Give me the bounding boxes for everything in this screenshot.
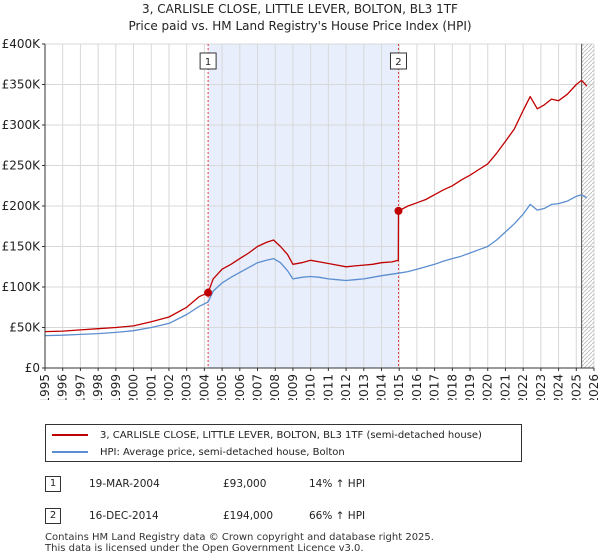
x-tick-label: 2020 [481, 374, 495, 400]
x-tick-label: 1998 [91, 374, 105, 400]
x-tick-label: 2016 [410, 374, 424, 400]
x-tick-label: 2010 [304, 374, 318, 400]
x-tick-label: 2024 [552, 374, 566, 400]
x-tick-label: 2002 [162, 374, 176, 400]
x-tick-label: 2021 [498, 374, 512, 400]
sale-number: 1 [45, 476, 61, 492]
x-tick-label: 2019 [463, 374, 477, 400]
chart-title: 3, CARLISLE CLOSE, LITTLE LEVER, BOLTON,… [142, 2, 458, 16]
y-tick-label: £200K [2, 199, 42, 213]
x-tick-label: 1995 [38, 374, 52, 400]
hatched-region [581, 44, 594, 368]
y-tick-label: £400K [2, 37, 42, 51]
hpi-line [44, 194, 588, 337]
x-tick-label: 2013 [357, 374, 371, 400]
sale-marker-lines [207, 44, 399, 368]
footer-copyright: Contains HM Land Registry data © Crown c… [45, 532, 434, 543]
sale-price: £93,000 [223, 478, 267, 490]
legend-label-property: 3, CARLISLE CLOSE, LITTLE LEVER, BOLTON,… [100, 429, 482, 441]
legend: 3, CARLISLE CLOSE, LITTLE LEVER, BOLTON,… [45, 424, 522, 462]
x-tick-label: 1999 [109, 374, 123, 400]
legend-label-hpi: HPI: Average price, semi-detached house,… [100, 446, 345, 458]
x-axis: 1995 1996 1997 1998 1999 2000 2001 2002 2003 2004… [38, 367, 600, 400]
x-tick-label: 2012 [339, 374, 353, 400]
sale-marker-number: 1 [205, 57, 211, 68]
grid-lines [44, 43, 595, 369]
sale-hpi-change: 66% ↑ HPI [309, 510, 366, 522]
chart-subtitle: Price paid vs. HM Land Registry's House … [128, 19, 472, 33]
y-tick-label: £0 [25, 361, 40, 375]
x-tick-label: 2004 [197, 374, 211, 400]
legend-swatch-property [52, 434, 88, 436]
sale-marker-box [389, 52, 407, 70]
x-tick-label: 2026 [587, 374, 600, 400]
x-tick-label: 2023 [534, 374, 548, 400]
sale-marker-label-2: 2 [389, 52, 407, 70]
y-tick-label: £250K [2, 159, 42, 173]
property-price-line [44, 79, 588, 333]
x-tick-label: 2017 [428, 374, 442, 400]
legend-item-hpi: HPI: Average price, semi-detached house,… [52, 444, 345, 460]
footer-licence: This data is licensed under the Open Gov… [45, 543, 364, 554]
x-tick-label: 2008 [268, 374, 282, 400]
sale-date: 16-DEC-2014 [89, 510, 159, 522]
x-tick-label: 2011 [321, 374, 335, 400]
x-tick-label: 2015 [392, 374, 406, 400]
sale-marker-number: 2 [395, 57, 401, 68]
sale-point-1 [204, 288, 213, 297]
sale-number: 2 [45, 508, 61, 524]
y-tick-label: £100K [2, 280, 42, 294]
y-tick-label: £350K [2, 78, 42, 92]
sale-point-2 [394, 206, 403, 215]
sale-marker-box [199, 52, 217, 70]
x-tick-label: 2009 [286, 374, 300, 400]
x-tick-label: 2000 [127, 374, 141, 400]
y-tick-label: £300K [2, 118, 42, 132]
legend-swatch-hpi [52, 451, 88, 453]
series-lines [44, 79, 588, 337]
footer: Contains HM Land Registry data © Crown c… [45, 532, 434, 554]
x-tick-label: 2025 [569, 374, 583, 400]
sale-hpi-change: 14% ↑ HPI [309, 478, 366, 490]
y-axis: £0 £50K £100K £150K £200K £250K £300K £350K £400… [2, 37, 46, 375]
x-tick-label: 2014 [374, 374, 388, 400]
legend-item-property: 3, CARLISLE CLOSE, LITTLE LEVER, BOLTON,… [52, 427, 482, 443]
y-tick-label: £50K [9, 321, 41, 335]
x-tick-label: 2007 [251, 374, 265, 400]
x-tick-label: 2005 [215, 374, 229, 400]
sale-points [204, 206, 403, 297]
x-tick-label: 2003 [180, 374, 194, 400]
x-tick-label: 2001 [144, 374, 158, 400]
x-tick-label: 2018 [445, 374, 459, 400]
sale-price: £194,000 [223, 510, 274, 522]
x-tick-label: 1996 [56, 374, 70, 400]
y-tick-label: £150K [2, 240, 42, 254]
x-tick-label: 2022 [516, 374, 530, 400]
x-tick-label: 1997 [73, 374, 87, 400]
x-tick-label: 2006 [233, 374, 247, 400]
sale-marker-label-1: 1 [199, 52, 217, 70]
projection-hatch [581, 44, 594, 368]
sale-date: 19-MAR-2004 [89, 478, 160, 490]
